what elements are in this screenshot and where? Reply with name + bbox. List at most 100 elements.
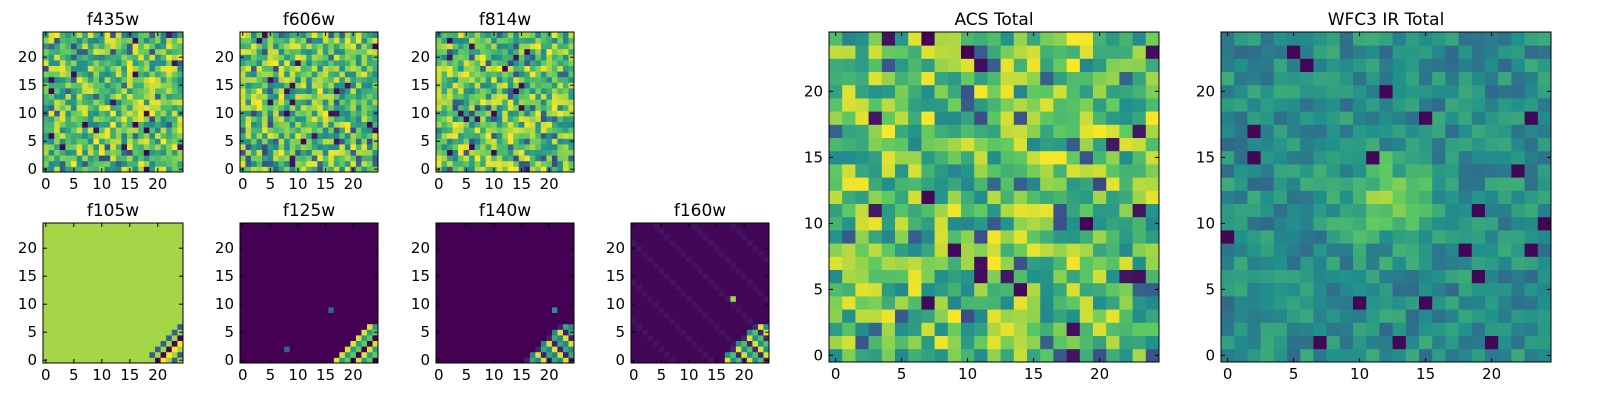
heatmap-cell xyxy=(708,223,715,229)
heatmap-cell xyxy=(295,267,302,274)
heatmap-cell xyxy=(669,329,676,336)
heatmap-cell xyxy=(361,48,368,55)
heatmap-cell xyxy=(730,351,737,358)
heatmap-cell xyxy=(317,267,324,274)
heatmap-cell xyxy=(143,223,150,229)
heatmap-cell xyxy=(295,239,302,246)
heatmap-cell xyxy=(568,234,575,241)
heatmap-cell xyxy=(328,346,335,353)
heatmap-cell xyxy=(317,110,324,117)
heatmap-cell xyxy=(245,228,252,235)
heatmap-cell xyxy=(474,245,481,252)
heatmap-cell xyxy=(647,267,654,274)
heatmap-cell xyxy=(480,93,487,100)
heatmap-cell xyxy=(82,357,89,364)
heatmap-cell xyxy=(240,160,246,167)
heatmap-cell xyxy=(149,340,156,347)
heatmap-cell xyxy=(273,323,280,330)
heatmap-cell xyxy=(631,284,637,291)
heatmap-cell xyxy=(480,76,487,83)
heatmap-cell xyxy=(251,93,257,100)
heatmap-cell xyxy=(546,234,553,241)
heatmap-cell xyxy=(350,279,357,285)
heatmap-cell xyxy=(1079,322,1094,336)
heatmap-cell xyxy=(524,48,531,55)
heatmap-cell xyxy=(245,335,252,341)
heatmap-cell xyxy=(311,76,318,83)
heatmap-cell xyxy=(328,273,335,280)
heatmap-cell xyxy=(267,273,274,280)
x-tick-label: 20 xyxy=(344,175,363,193)
heatmap-cell xyxy=(562,284,569,291)
heatmap-cell xyxy=(322,82,329,89)
heatmap-cell xyxy=(333,127,340,134)
heatmap-cell xyxy=(59,256,66,263)
heatmap-cell xyxy=(289,273,296,280)
heatmap-cell xyxy=(339,88,346,94)
heatmap-cell xyxy=(507,346,514,353)
heatmap-cell xyxy=(328,116,335,122)
heatmap-cell xyxy=(502,43,509,50)
heatmap-cell xyxy=(562,99,569,106)
heatmap-cell xyxy=(1132,296,1147,310)
heatmap-cell xyxy=(496,71,503,78)
heatmap-cell xyxy=(757,318,764,325)
heatmap-cell xyxy=(328,138,335,145)
heatmap-cell xyxy=(724,323,731,330)
heatmap-cell xyxy=(647,329,654,336)
heatmap-cell xyxy=(529,329,536,336)
heatmap-cell xyxy=(87,346,94,353)
heatmap-cell xyxy=(289,346,296,353)
heatmap-cell xyxy=(240,267,246,274)
heatmap-cell xyxy=(295,149,302,156)
heatmap-cell xyxy=(93,329,100,336)
heatmap-cell xyxy=(251,149,257,156)
heatmap-cell xyxy=(557,329,564,336)
heatmap-cell xyxy=(524,155,531,162)
heatmap-cell xyxy=(474,323,481,330)
heatmap-cell xyxy=(251,43,257,50)
heatmap-cell xyxy=(496,155,503,162)
heatmap-cell xyxy=(974,177,988,191)
heatmap-cell xyxy=(441,357,448,364)
heatmap-cell xyxy=(557,234,564,241)
heatmap-cell xyxy=(513,357,520,364)
heatmap-cell xyxy=(829,348,843,363)
heatmap-cell xyxy=(166,88,173,94)
heatmap-cell xyxy=(59,93,66,100)
heatmap-cell xyxy=(48,234,55,241)
heatmap-cell xyxy=(278,32,285,38)
heatmap-cell xyxy=(317,295,324,302)
heatmap-cell xyxy=(452,127,459,134)
heatmap-cell xyxy=(322,37,329,44)
heatmap-cell xyxy=(447,273,453,280)
heatmap-cell xyxy=(127,346,133,353)
heatmap-cell xyxy=(339,121,346,128)
heatmap-cell xyxy=(496,32,503,38)
heatmap-cell xyxy=(447,245,453,252)
heatmap-cell xyxy=(262,290,268,297)
heatmap-cell xyxy=(513,239,520,246)
heatmap-cell xyxy=(540,149,547,156)
heatmap-cell xyxy=(551,116,558,122)
heatmap-cell xyxy=(311,262,318,269)
heatmap-cell xyxy=(87,32,94,38)
heatmap-cell xyxy=(730,279,737,285)
heatmap-cell xyxy=(568,312,575,319)
heatmap-cell xyxy=(262,223,268,229)
heatmap-cell xyxy=(311,160,318,167)
heatmap-cell xyxy=(361,351,368,358)
heatmap-cell xyxy=(317,32,324,38)
heatmap-cell xyxy=(480,116,487,122)
heatmap-cell xyxy=(171,234,178,241)
heatmap-cell xyxy=(1027,216,1041,231)
heatmap-cell xyxy=(155,104,161,111)
heatmap-cell xyxy=(436,48,442,55)
heatmap-cell xyxy=(322,239,329,246)
heatmap-cell xyxy=(502,54,509,61)
heatmap-cell xyxy=(115,318,122,325)
heatmap-cell xyxy=(177,335,184,341)
heatmap-cell xyxy=(1119,164,1133,178)
heatmap-cell xyxy=(355,132,362,139)
heatmap-cell xyxy=(686,351,693,358)
